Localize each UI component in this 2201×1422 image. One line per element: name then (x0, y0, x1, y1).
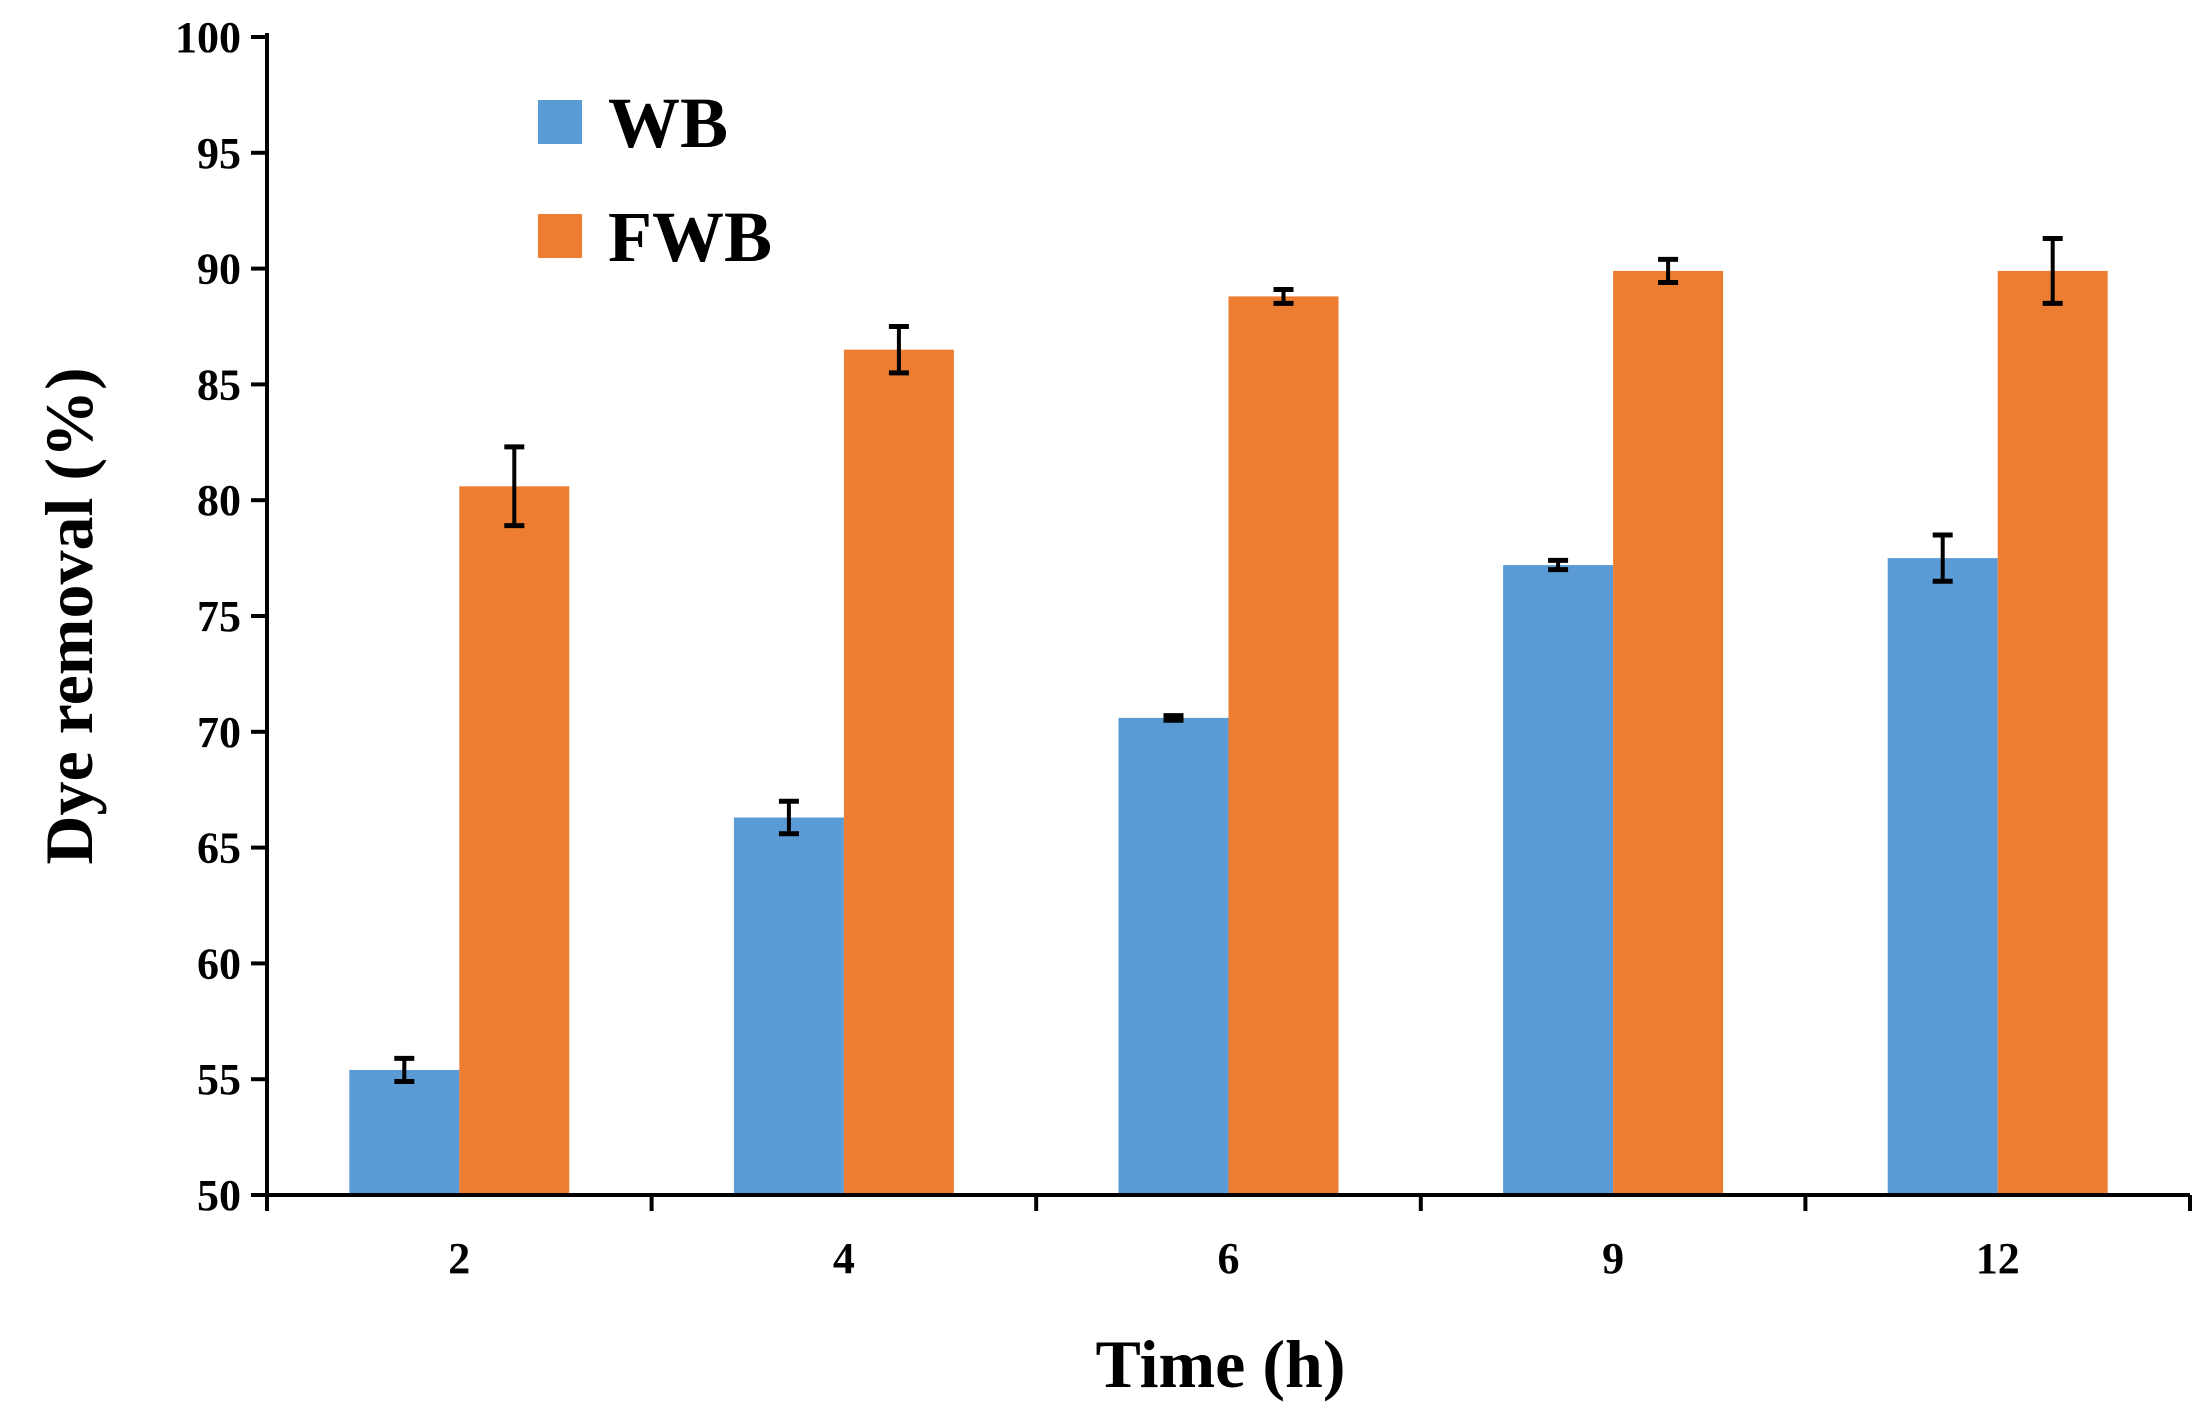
error-bars-layer (394, 235, 2063, 1085)
legend-label-wb: WB (608, 83, 728, 163)
bar-fwb-12 (1997, 270, 2108, 1195)
y-tick-label-85: 85 (197, 360, 241, 409)
bars-layer (349, 270, 2108, 1196)
y-tick-label-70: 70 (197, 708, 241, 757)
x-axis-title: Time (h) (1096, 1326, 1346, 1402)
error-bar-wb-2 (394, 1055, 415, 1085)
y-tick-label-95: 95 (197, 129, 241, 178)
y-tick-label-80: 80 (197, 476, 241, 525)
x-tick-label-12: 12 (1976, 1234, 2020, 1283)
bar-fwb-6 (1228, 296, 1339, 1196)
legend-item-fwb: FWB (538, 197, 772, 277)
legend-label-fwb: FWB (608, 197, 772, 277)
x-tick-label-4: 4 (833, 1234, 855, 1283)
legend-item-wb: WB (538, 83, 728, 163)
axes-layer (251, 33, 2192, 1211)
error-bar-fwb-4 (888, 324, 909, 376)
error-bar-fwb-6 (1273, 286, 1294, 306)
legend-swatch-wb (538, 100, 582, 144)
error-bar-wb-6 (1163, 713, 1184, 723)
y-tick-label-50: 50 (197, 1171, 241, 1220)
y-tick-label-65: 65 (197, 824, 241, 873)
error-bar-fwb-12 (2042, 235, 2063, 306)
y-tick-label-60: 60 (197, 939, 241, 988)
y-tick-label-90: 90 (197, 245, 241, 294)
error-bar-fwb-2 (504, 444, 525, 529)
error-bar-wb-4 (778, 798, 799, 837)
error-bar-wb-12 (1932, 532, 1953, 584)
legend: WB FWB (538, 83, 772, 277)
x-tick-label-2: 2 (448, 1234, 470, 1283)
y-tick-label-75: 75 (197, 592, 241, 641)
error-bar-wb-9 (1548, 557, 1569, 573)
labels-layer: 50 55 60 65 70 75 80 85 90 95 100 2 4 6 9 12 Time (h) Dye… (31, 13, 2020, 1402)
legend-swatch-fwb (538, 214, 582, 258)
x-tick-label-9: 9 (1602, 1234, 1624, 1283)
bar-wb-4 (733, 817, 844, 1195)
bar-wb-2 (349, 1069, 460, 1195)
error-bar-fwb-9 (1658, 256, 1679, 285)
bar-wb-9 (1503, 565, 1614, 1195)
y-axis-title: Dye removal (%) (31, 367, 107, 864)
x-tick-label-6: 6 (1218, 1234, 1240, 1283)
bar-fwb-4 (843, 349, 954, 1195)
bar-fwb-2 (459, 486, 570, 1196)
bar-fwb-9 (1613, 270, 1724, 1195)
y-tick-label-100: 100 (175, 13, 241, 62)
y-tick-label-55: 55 (197, 1055, 241, 1104)
bar-wb-12 (1887, 558, 1998, 1195)
bar-wb-6 (1118, 717, 1229, 1195)
